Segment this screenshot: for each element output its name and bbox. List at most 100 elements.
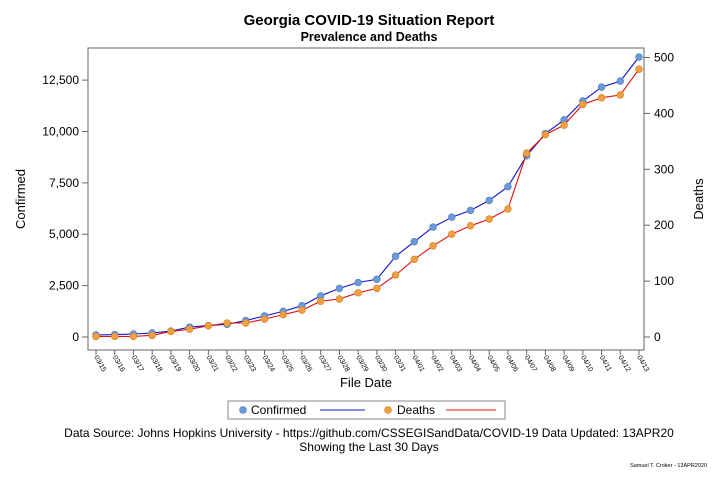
left-tick-label: 10,000 — [42, 124, 79, 138]
right-tick-label: 200 — [654, 218, 674, 232]
deaths-point — [148, 331, 156, 340]
x-tick-label: 03/31 — [392, 355, 407, 374]
confirmed-point — [335, 284, 344, 293]
x-tick-label: 03/16 — [111, 355, 126, 374]
confirmed-point — [635, 53, 643, 61]
right-tick-label: 0 — [654, 330, 661, 344]
x-tick-label: 03/28 — [336, 355, 351, 374]
deaths-point — [373, 284, 381, 293]
x-tick-label: 03/23 — [242, 355, 257, 374]
left-axis: 0 2,500 5,000 7,500 10,000 12,500 — [42, 73, 88, 344]
left-tick-label: 2,500 — [49, 279, 79, 293]
left-tick-label: 7,500 — [49, 176, 79, 190]
x-tick-label: 03/17 — [130, 355, 145, 374]
footer-credit: Samuel T. Croker - 13APR2020 — [630, 463, 707, 469]
legend-confirmed-label: Confirmed — [251, 403, 306, 417]
deaths-point — [560, 121, 568, 129]
y-axis-label-right: Deaths — [691, 178, 706, 220]
x-tick-label: 04/05 — [485, 355, 500, 374]
confirmed-point — [597, 83, 606, 91]
confirmed-point — [616, 77, 624, 85]
left-tick-label: 0 — [72, 330, 79, 344]
series-layer — [92, 53, 643, 341]
deaths-point — [391, 271, 400, 279]
confirmed-point — [391, 252, 400, 260]
y-axis-label-left: Confirmed — [13, 169, 28, 229]
confirmed-line — [95, 56, 640, 336]
x-tick-label: 04/06 — [504, 355, 519, 374]
deaths-point — [466, 222, 475, 230]
deaths-point — [260, 315, 269, 323]
x-tick-label: 04/08 — [542, 355, 557, 374]
right-tick-label: 500 — [654, 51, 674, 65]
deaths-point — [522, 149, 531, 157]
confirmed-point — [448, 213, 456, 221]
x-axis-label: File Date — [340, 375, 392, 390]
x-tick-label: 03/21 — [205, 355, 220, 374]
footer-window: Showing the Last 30 Days — [299, 440, 438, 454]
confirmed-point — [429, 223, 437, 231]
chart-title: Georgia COVID-19 Situation Report — [244, 12, 495, 29]
deaths-point — [298, 306, 306, 314]
deaths-point — [316, 297, 325, 305]
deaths-point — [185, 325, 194, 333]
right-tick-label: 300 — [654, 162, 674, 176]
x-tick-label: 04/01 — [411, 355, 426, 374]
deaths-point — [504, 205, 512, 213]
deaths-point — [429, 242, 437, 250]
plot-frame — [87, 47, 645, 351]
deaths-point — [635, 65, 643, 73]
chart-subtitle: Prevalence and Deaths — [301, 30, 438, 44]
x-tick-label: 04/07 — [523, 355, 538, 374]
legend: Confirmed Deaths — [227, 400, 506, 420]
deaths-point — [541, 130, 550, 139]
x-tick-label: 03/19 — [167, 355, 182, 374]
deaths-point — [616, 91, 624, 99]
x-tick-label: 03/18 — [148, 355, 163, 374]
legend-deaths-marker — [384, 406, 392, 414]
deaths-point — [410, 255, 419, 263]
x-tick-label: 04/03 — [448, 355, 463, 374]
x-tick-label: 04/12 — [617, 355, 632, 374]
deaths-line — [96, 68, 640, 337]
x-tick-label: 04/10 — [579, 355, 594, 374]
deaths-point — [129, 332, 138, 341]
confirmed-point — [410, 237, 419, 246]
legend-deaths-label: Deaths — [397, 403, 435, 417]
right-axis: 0 100 200 300 400 500 — [644, 51, 674, 344]
deaths-point — [223, 319, 231, 327]
deaths-point — [354, 289, 362, 297]
x-tick-label: 04/04 — [467, 355, 482, 374]
x-tick-label: 03/22 — [223, 355, 238, 374]
x-tick-label: 03/29 — [354, 355, 369, 374]
x-tick-label: 03/24 — [261, 355, 276, 374]
deaths-point — [92, 332, 100, 341]
deaths-point — [485, 215, 493, 223]
x-tick-label: 03/26 — [298, 355, 313, 374]
confirmed-point — [504, 182, 512, 191]
left-tick-label: 12,500 — [42, 73, 79, 87]
x-tick-label: 04/11 — [598, 355, 613, 373]
deaths-point — [335, 295, 344, 303]
x-tick-label: 04/09 — [560, 355, 575, 374]
x-tick-label: 03/20 — [186, 355, 201, 374]
x-tick-label: 03/15 — [92, 355, 107, 374]
x-tick-label: 04/02 — [429, 355, 444, 374]
x-tick-label: 04/13 — [635, 355, 650, 374]
x-axis: 03/15 03/16 03/17 03/18 03/19 03/20 03/21 03/22… — [92, 350, 650, 373]
x-tick-label: 03/30 — [373, 355, 388, 374]
deaths-point — [204, 322, 213, 330]
deaths-point — [167, 327, 175, 336]
right-tick-label: 400 — [654, 106, 674, 120]
confirmed-point — [466, 206, 475, 215]
deaths-point — [242, 319, 250, 327]
deaths-point — [597, 94, 606, 102]
x-tick-label: 03/27 — [317, 355, 332, 374]
deaths-point — [111, 332, 119, 341]
deaths-point — [448, 230, 456, 238]
confirmed-point — [354, 278, 362, 287]
x-tick-label: 03/25 — [280, 355, 295, 374]
deaths-point — [279, 310, 287, 319]
left-tick-label: 5,000 — [49, 227, 79, 241]
